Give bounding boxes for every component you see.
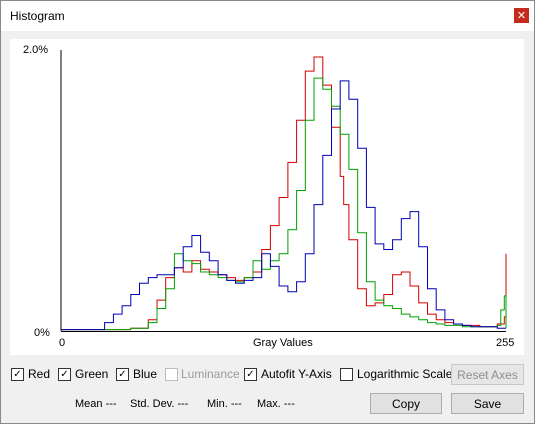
logarithmic-scale-label[interactable]: Logarithmic Scale: [357, 367, 453, 381]
histogram-plot-area: 2.0% 0% 0 Gray Values 255: [10, 39, 524, 355]
logarithmic-scale-checkbox[interactable]: [340, 368, 353, 381]
check-icon: ✓: [246, 369, 255, 380]
close-button[interactable]: ✕: [514, 8, 529, 23]
x-max-tick-label: 255: [496, 337, 515, 349]
check-icon: ✓: [13, 369, 22, 380]
luminance-label: Luminance: [181, 367, 240, 381]
green-series-line: [61, 77, 507, 331]
window-title: Histogram: [10, 9, 65, 23]
check-icon: ✓: [118, 369, 127, 380]
red-checkbox[interactable]: ✓: [11, 368, 24, 381]
close-icon: ✕: [516, 9, 527, 22]
x-min-tick-label: 0: [59, 337, 66, 349]
blue-label[interactable]: Blue: [133, 367, 158, 381]
title-bar[interactable]: Histogram ✕: [1, 1, 534, 31]
green-checkbox[interactable]: ✓: [58, 368, 71, 381]
red-label[interactable]: Red: [28, 367, 51, 381]
check-icon: ✓: [60, 369, 69, 380]
reset-axes-button[interactable]: Reset Axes: [451, 364, 524, 385]
x-axis-title: Gray Values: [253, 337, 313, 349]
y-max-tick-label: 2.0%: [23, 44, 49, 56]
y-min-tick-label: 0%: [34, 327, 50, 339]
std-dev-stat: Std. Dev. ---: [130, 398, 189, 410]
options-row: ✓ Red ✓ Green ✓ Blue Luminance ✓ Autofit…: [0, 364, 533, 386]
blue-checkbox[interactable]: ✓: [116, 368, 129, 381]
green-label[interactable]: Green: [75, 367, 109, 381]
red-series-line: [61, 56, 507, 331]
autofit-y-axis-checkbox[interactable]: ✓: [244, 368, 257, 381]
copy-button[interactable]: Copy: [370, 393, 442, 414]
max-stat: Max. ---: [257, 398, 295, 410]
histogram-chart: [60, 50, 507, 332]
blue-series-line: [61, 80, 506, 331]
save-button[interactable]: Save: [451, 393, 524, 414]
min-stat: Min. ---: [207, 398, 242, 410]
mean-stat: Mean ---: [75, 398, 117, 410]
autofit-y-axis-label[interactable]: Autofit Y-Axis: [261, 367, 332, 381]
luminance-checkbox: [165, 368, 178, 381]
